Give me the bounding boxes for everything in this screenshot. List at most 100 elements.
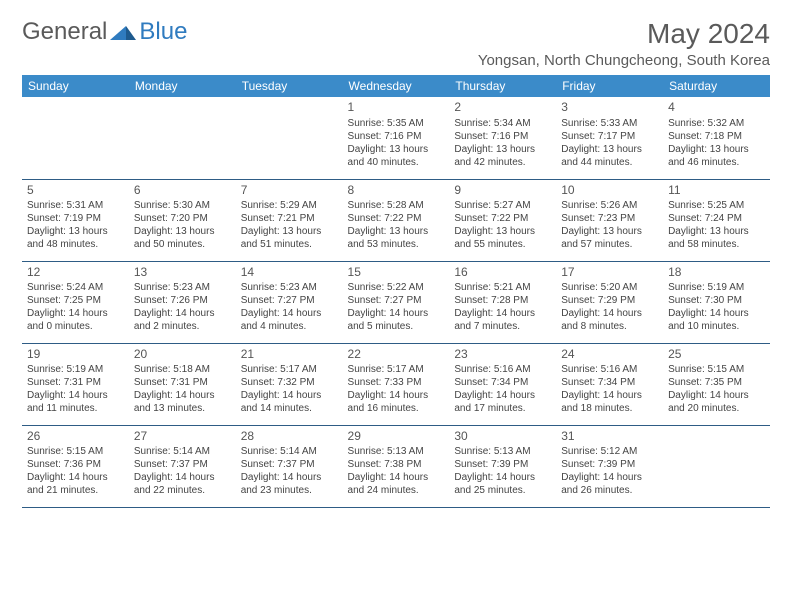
sunset-line: Sunset: 7:19 PM [27, 212, 124, 225]
sunrise-line: Sunrise: 5:34 AM [454, 117, 551, 130]
sunrise-line: Sunrise: 5:13 AM [348, 445, 445, 458]
day-number: 21 [241, 347, 338, 363]
sunrise-line: Sunrise: 5:35 AM [348, 117, 445, 130]
calendar-week-row: 1Sunrise: 5:35 AMSunset: 7:16 PMDaylight… [22, 97, 770, 179]
sunrise-line: Sunrise: 5:32 AM [668, 117, 765, 130]
sunset-line: Sunset: 7:34 PM [561, 376, 658, 389]
day-number: 29 [348, 429, 445, 445]
sunrise-line: Sunrise: 5:29 AM [241, 199, 338, 212]
day-number: 26 [27, 429, 124, 445]
sunset-line: Sunset: 7:28 PM [454, 294, 551, 307]
sunrise-line: Sunrise: 5:15 AM [668, 363, 765, 376]
daylight-line: Daylight: 14 hours and 11 minutes. [27, 389, 124, 415]
calendar-day-cell: 10Sunrise: 5:26 AMSunset: 7:23 PMDayligh… [556, 179, 663, 261]
sunrise-line: Sunrise: 5:22 AM [348, 281, 445, 294]
daylight-line: Daylight: 14 hours and 22 minutes. [134, 471, 231, 497]
sunset-line: Sunset: 7:23 PM [561, 212, 658, 225]
calendar-day-cell: 27Sunrise: 5:14 AMSunset: 7:37 PMDayligh… [129, 425, 236, 507]
calendar-week-row: 26Sunrise: 5:15 AMSunset: 7:36 PMDayligh… [22, 425, 770, 507]
day-number: 15 [348, 265, 445, 281]
calendar-day-cell: 16Sunrise: 5:21 AMSunset: 7:28 PMDayligh… [449, 261, 556, 343]
daylight-line: Daylight: 13 hours and 46 minutes. [668, 143, 765, 169]
daylight-line: Daylight: 14 hours and 21 minutes. [27, 471, 124, 497]
day-header-row: SundayMondayTuesdayWednesdayThursdayFrid… [22, 75, 770, 97]
calendar-day-cell: 28Sunrise: 5:14 AMSunset: 7:37 PMDayligh… [236, 425, 343, 507]
sunrise-line: Sunrise: 5:23 AM [134, 281, 231, 294]
daylight-line: Daylight: 14 hours and 26 minutes. [561, 471, 658, 497]
calendar-day-cell: 17Sunrise: 5:20 AMSunset: 7:29 PMDayligh… [556, 261, 663, 343]
location: Yongsan, North Chungcheong, South Korea [478, 52, 770, 69]
calendar-body: 1Sunrise: 5:35 AMSunset: 7:16 PMDaylight… [22, 97, 770, 507]
day-number: 30 [454, 429, 551, 445]
calendar-head: SundayMondayTuesdayWednesdayThursdayFrid… [22, 75, 770, 97]
day-number: 25 [668, 347, 765, 363]
day-number: 13 [134, 265, 231, 281]
logo-word2: Blue [139, 18, 187, 46]
calendar-day-cell: 13Sunrise: 5:23 AMSunset: 7:26 PMDayligh… [129, 261, 236, 343]
day-number: 28 [241, 429, 338, 445]
sunset-line: Sunset: 7:34 PM [454, 376, 551, 389]
calendar-day-cell: 29Sunrise: 5:13 AMSunset: 7:38 PMDayligh… [343, 425, 450, 507]
calendar-week-row: 19Sunrise: 5:19 AMSunset: 7:31 PMDayligh… [22, 343, 770, 425]
day-number: 16 [454, 265, 551, 281]
day-header: Thursday [449, 75, 556, 97]
sunrise-line: Sunrise: 5:19 AM [668, 281, 765, 294]
day-number: 5 [27, 183, 124, 199]
sunrise-line: Sunrise: 5:20 AM [561, 281, 658, 294]
sunset-line: Sunset: 7:21 PM [241, 212, 338, 225]
daylight-line: Daylight: 13 hours and 50 minutes. [134, 225, 231, 251]
sunset-line: Sunset: 7:38 PM [348, 458, 445, 471]
day-number: 4 [668, 100, 765, 116]
sunset-line: Sunset: 7:37 PM [134, 458, 231, 471]
sunset-line: Sunset: 7:26 PM [134, 294, 231, 307]
day-number: 22 [348, 347, 445, 363]
calendar-day-cell: 8Sunrise: 5:28 AMSunset: 7:22 PMDaylight… [343, 179, 450, 261]
calendar-day-cell: 25Sunrise: 5:15 AMSunset: 7:35 PMDayligh… [663, 343, 770, 425]
daylight-line: Daylight: 13 hours and 40 minutes. [348, 143, 445, 169]
day-number: 18 [668, 265, 765, 281]
month-title: May 2024 [478, 18, 770, 50]
sunset-line: Sunset: 7:37 PM [241, 458, 338, 471]
daylight-line: Daylight: 14 hours and 20 minutes. [668, 389, 765, 415]
sunrise-line: Sunrise: 5:28 AM [348, 199, 445, 212]
sunrise-line: Sunrise: 5:15 AM [27, 445, 124, 458]
daylight-line: Daylight: 14 hours and 23 minutes. [241, 471, 338, 497]
calendar-day-cell: 12Sunrise: 5:24 AMSunset: 7:25 PMDayligh… [22, 261, 129, 343]
sunrise-line: Sunrise: 5:16 AM [454, 363, 551, 376]
calendar-day-cell: 15Sunrise: 5:22 AMSunset: 7:27 PMDayligh… [343, 261, 450, 343]
day-number: 1 [348, 100, 445, 116]
day-number: 12 [27, 265, 124, 281]
daylight-line: Daylight: 14 hours and 7 minutes. [454, 307, 551, 333]
day-number: 10 [561, 183, 658, 199]
day-number: 23 [454, 347, 551, 363]
calendar-day-cell: 21Sunrise: 5:17 AMSunset: 7:32 PMDayligh… [236, 343, 343, 425]
day-number: 7 [241, 183, 338, 199]
sunset-line: Sunset: 7:18 PM [668, 130, 765, 143]
calendar-week-row: 12Sunrise: 5:24 AMSunset: 7:25 PMDayligh… [22, 261, 770, 343]
daylight-line: Daylight: 14 hours and 8 minutes. [561, 307, 658, 333]
sunrise-line: Sunrise: 5:27 AM [454, 199, 551, 212]
day-number: 9 [454, 183, 551, 199]
calendar-table: SundayMondayTuesdayWednesdayThursdayFrid… [22, 75, 770, 508]
daylight-line: Daylight: 14 hours and 17 minutes. [454, 389, 551, 415]
sunset-line: Sunset: 7:20 PM [134, 212, 231, 225]
calendar-day-cell: 26Sunrise: 5:15 AMSunset: 7:36 PMDayligh… [22, 425, 129, 507]
sunrise-line: Sunrise: 5:14 AM [134, 445, 231, 458]
sunset-line: Sunset: 7:36 PM [27, 458, 124, 471]
logo-triangle-icon [110, 23, 136, 41]
sunrise-line: Sunrise: 5:25 AM [668, 199, 765, 212]
sunset-line: Sunset: 7:31 PM [134, 376, 231, 389]
calendar-day-cell: 19Sunrise: 5:19 AMSunset: 7:31 PMDayligh… [22, 343, 129, 425]
sunrise-line: Sunrise: 5:23 AM [241, 281, 338, 294]
day-number: 17 [561, 265, 658, 281]
sunrise-line: Sunrise: 5:31 AM [27, 199, 124, 212]
daylight-line: Daylight: 13 hours and 57 minutes. [561, 225, 658, 251]
day-number: 27 [134, 429, 231, 445]
daylight-line: Daylight: 13 hours and 55 minutes. [454, 225, 551, 251]
daylight-line: Daylight: 13 hours and 58 minutes. [668, 225, 765, 251]
sunrise-line: Sunrise: 5:26 AM [561, 199, 658, 212]
calendar-week-row: 5Sunrise: 5:31 AMSunset: 7:19 PM Daylight… [22, 179, 770, 261]
day-number: 19 [27, 347, 124, 363]
sunset-line: Sunset: 7:22 PM [348, 212, 445, 225]
sunset-line: Sunset: 7:30 PM [668, 294, 765, 307]
